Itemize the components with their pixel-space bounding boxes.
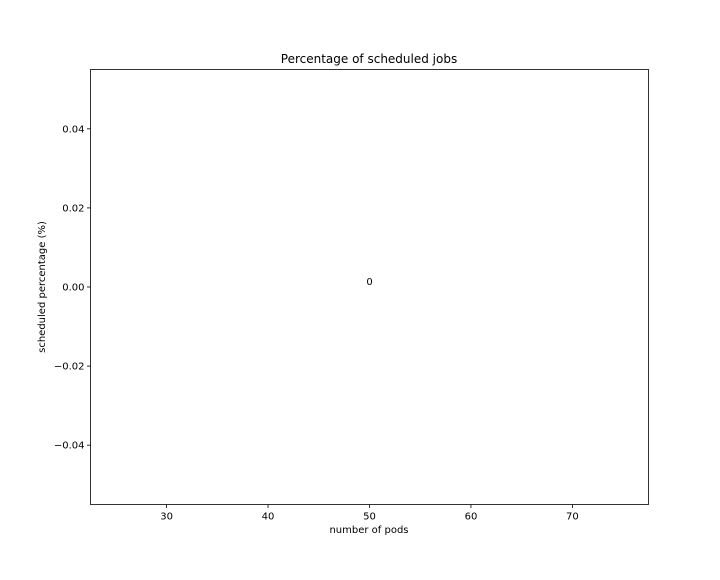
bar-value-label: 0 [366, 277, 372, 288]
y-tick-label: −0.04 [54, 441, 85, 452]
y-tick-label: 0.00 [62, 283, 84, 294]
y-axis: 0.04 0.02 0.00 −0.02 −0.04 [54, 124, 91, 452]
y-tick-label: 0.02 [62, 203, 84, 214]
y-tick-label: −0.02 [54, 362, 85, 373]
x-tick-label: 30 [160, 512, 173, 523]
x-axis-label: number of pods [329, 525, 408, 536]
x-tick-label: 70 [566, 512, 579, 523]
plot-area: 0 [366, 277, 372, 288]
x-axis: 30 40 50 60 70 [160, 504, 579, 523]
y-axis-label: scheduled percentage (%) [37, 221, 48, 353]
x-tick-label: 50 [363, 512, 376, 523]
x-tick-label: 40 [262, 512, 275, 523]
x-tick-label: 60 [465, 512, 478, 523]
chart-title: Percentage of scheduled jobs [281, 52, 457, 66]
y-tick-label: 0.04 [62, 124, 84, 135]
